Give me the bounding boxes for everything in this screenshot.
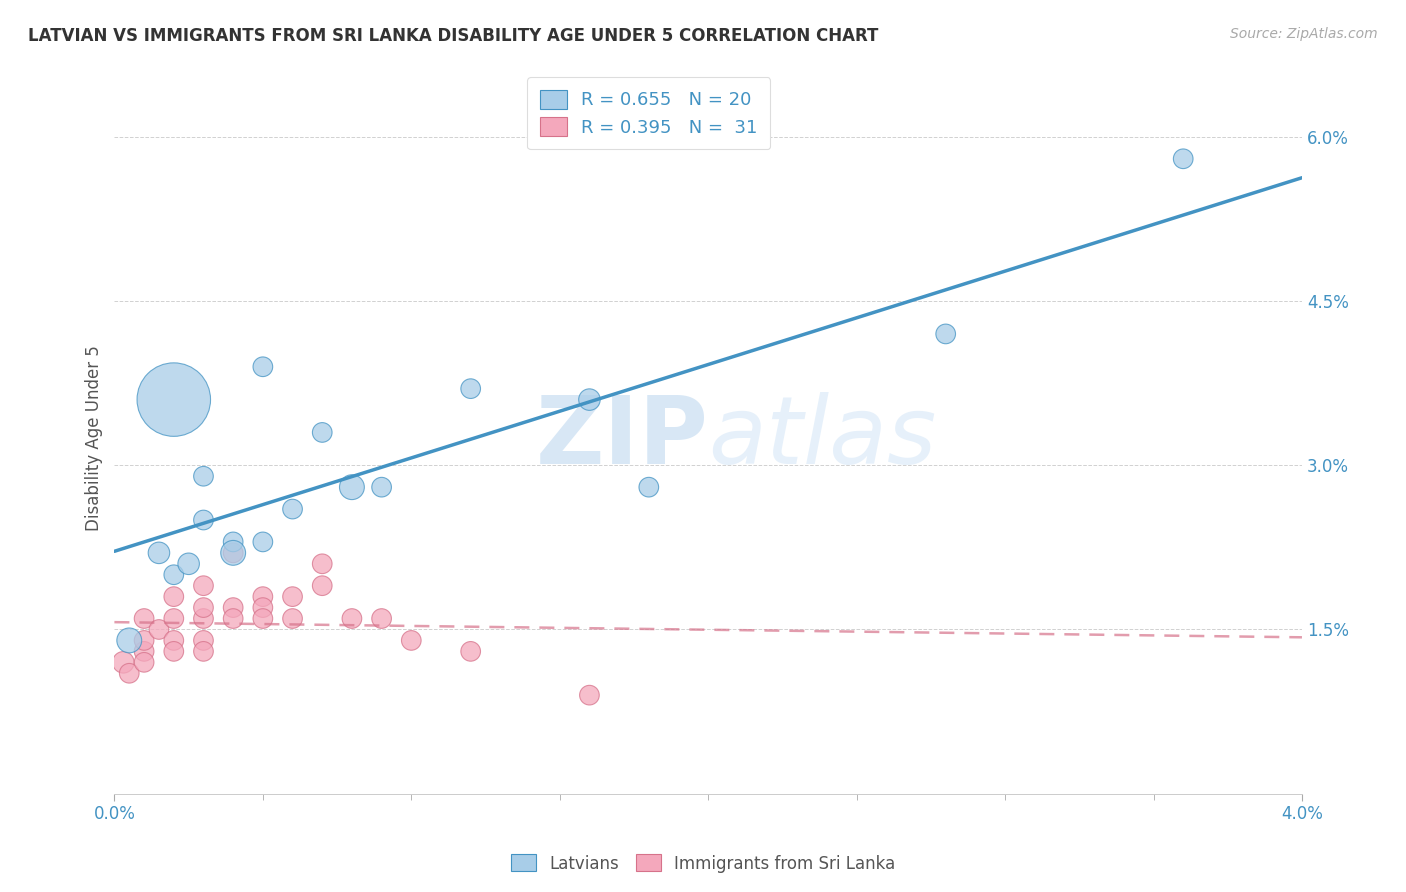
Point [222, 535, 245, 549]
Point [163, 590, 186, 604]
Point [193, 644, 215, 658]
Point [252, 359, 274, 374]
Y-axis label: Disability Age Under 5: Disability Age Under 5 [86, 345, 103, 531]
Point [193, 579, 215, 593]
Point [118, 666, 141, 681]
Point [118, 633, 141, 648]
Point [311, 579, 333, 593]
Point [935, 326, 957, 341]
Point [163, 644, 186, 658]
Point [193, 633, 215, 648]
Point [193, 611, 215, 625]
Point [578, 392, 600, 407]
Point [311, 425, 333, 440]
Point [281, 502, 304, 516]
Point [340, 611, 363, 625]
Point [637, 480, 659, 494]
Point [163, 611, 186, 625]
Point [222, 546, 245, 560]
Point [222, 600, 245, 615]
Point [132, 656, 155, 670]
Point [132, 644, 155, 658]
Point [148, 623, 170, 637]
Point [281, 590, 304, 604]
Point [163, 567, 186, 582]
Point [460, 644, 482, 658]
Point [148, 546, 170, 560]
Text: LATVIAN VS IMMIGRANTS FROM SRI LANKA DISABILITY AGE UNDER 5 CORRELATION CHART: LATVIAN VS IMMIGRANTS FROM SRI LANKA DIS… [28, 27, 879, 45]
Point [311, 557, 333, 571]
Point [163, 633, 186, 648]
Point [193, 600, 215, 615]
Text: ZIP: ZIP [536, 392, 709, 484]
Point [252, 611, 274, 625]
Point [281, 611, 304, 625]
Point [370, 611, 392, 625]
Point [370, 480, 392, 494]
Point [112, 656, 135, 670]
Point [132, 611, 155, 625]
Point [163, 392, 186, 407]
Point [252, 535, 274, 549]
Point [193, 513, 215, 527]
Point [222, 546, 245, 560]
Point [252, 590, 274, 604]
Point [132, 633, 155, 648]
Point [1173, 152, 1195, 166]
Point [177, 557, 200, 571]
Point [252, 600, 274, 615]
Point [578, 688, 600, 702]
Legend: Latvians, Immigrants from Sri Lanka: Latvians, Immigrants from Sri Lanka [505, 847, 901, 880]
Legend: R = 0.655   N = 20, R = 0.395   N =  31: R = 0.655 N = 20, R = 0.395 N = 31 [527, 77, 770, 149]
Text: Source: ZipAtlas.com: Source: ZipAtlas.com [1230, 27, 1378, 41]
Point [222, 611, 245, 625]
Text: atlas: atlas [709, 392, 936, 483]
Point [340, 480, 363, 494]
Point [193, 469, 215, 483]
Point [401, 633, 423, 648]
Point [460, 382, 482, 396]
